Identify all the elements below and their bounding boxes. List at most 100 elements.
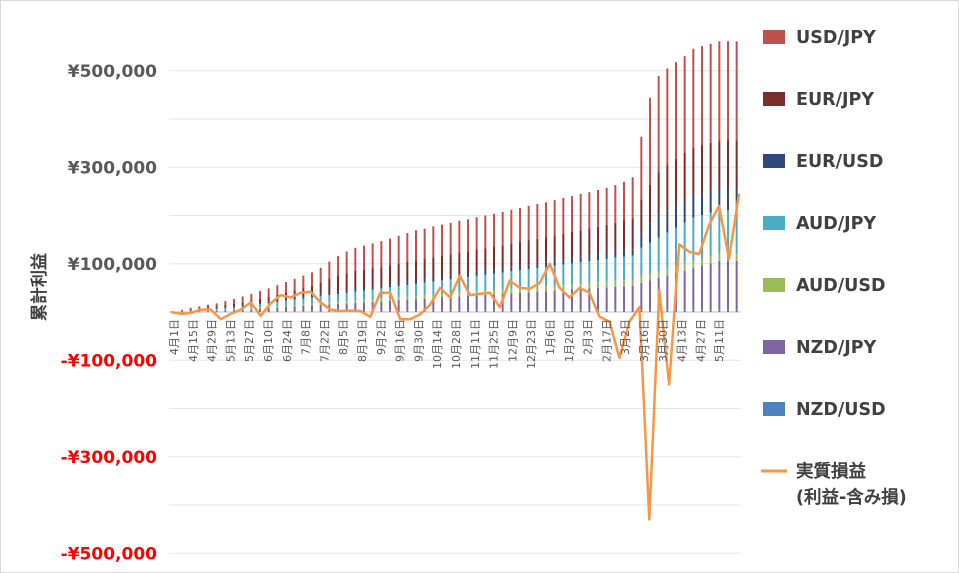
- bar-segment: [475, 310, 478, 312]
- bar-segment: [285, 305, 287, 308]
- bar-segment: [207, 307, 209, 309]
- bar-segment: [666, 309, 669, 312]
- bar-segment: [406, 284, 409, 297]
- bar-segment: [631, 255, 634, 280]
- bar-segment: [328, 293, 331, 296]
- bar-segment: [605, 287, 608, 310]
- bar-segment: [510, 271, 513, 289]
- bar-segment: [267, 301, 270, 304]
- bar-segment: [571, 257, 573, 264]
- legend-label: NZD/JPY: [796, 338, 877, 358]
- y-tick-label: ¥100,000: [68, 255, 157, 275]
- bar-segment: [623, 256, 625, 281]
- bar-segment: [363, 269, 365, 289]
- bar-segment: [493, 310, 495, 312]
- bar-segment: [623, 286, 625, 310]
- bar-segment: [311, 295, 313, 298]
- bar-segment: [579, 193, 582, 231]
- bar-segment: [614, 257, 617, 281]
- bar-segment: [224, 311, 227, 313]
- bar-segment: [250, 305, 253, 309]
- bar-segment: [224, 307, 227, 309]
- bar-segment: [666, 165, 669, 211]
- bar-segment: [553, 309, 556, 312]
- legend-label: EUR/JPY: [796, 90, 874, 110]
- bar-segment: [458, 310, 461, 312]
- bar-segment: [675, 158, 677, 206]
- bar-segment: [536, 286, 539, 292]
- bar-segment: [406, 296, 409, 300]
- bar-segment: [449, 279, 452, 294]
- bar-segment: [406, 310, 409, 312]
- x-tick-label: 11月11日: [469, 319, 482, 369]
- bar-segment: [493, 246, 495, 270]
- bar-segment: [233, 298, 235, 304]
- y-tick-label: ¥300,000: [68, 158, 157, 178]
- bar-segment: [441, 255, 443, 277]
- x-tick-label: 9月30日: [412, 319, 425, 362]
- bar-segment: [727, 188, 729, 211]
- bar-segment: [519, 265, 521, 271]
- x-tick-label: 4月15日: [187, 319, 200, 362]
- bar-segment: [588, 288, 591, 310]
- bar-segment: [735, 253, 738, 261]
- bar-segment: [666, 68, 669, 166]
- bar-segment: [519, 292, 521, 311]
- bar-segment: [614, 286, 617, 310]
- bar-segment: [701, 258, 703, 266]
- bar-segment: [493, 273, 495, 290]
- bar-segment: [475, 249, 478, 272]
- legend-swatch: [763, 278, 785, 292]
- bar-segment: [510, 243, 513, 267]
- bar-segment: [189, 310, 192, 312]
- bar-segment: [475, 217, 478, 250]
- bar-segment: [675, 309, 677, 312]
- bar-segment: [328, 311, 331, 312]
- bar-segment: [571, 289, 573, 310]
- bar-segment: [328, 302, 331, 305]
- bar-segment: [562, 290, 565, 310]
- bar-segment: [302, 311, 305, 312]
- bar-segment: [415, 299, 417, 311]
- bar-segment: [675, 205, 677, 228]
- bar-segment: [588, 282, 591, 289]
- x-tick-label: 8月19日: [356, 319, 369, 362]
- bar-segment: [259, 291, 261, 299]
- bar-segment: [640, 233, 643, 248]
- x-tick-label: 12月23日: [525, 319, 538, 369]
- bar-segment: [302, 304, 305, 307]
- bar-segment: [449, 222, 452, 255]
- x-tick-label: 7月22日: [318, 319, 331, 362]
- bar-segment: [536, 309, 539, 312]
- bar-segment: [397, 310, 400, 312]
- bar-segment: [189, 311, 192, 312]
- bar-segment: [406, 233, 409, 263]
- bar-segment: [415, 283, 417, 296]
- y-tick-label: -¥300,000: [61, 448, 157, 468]
- bar-segment: [423, 279, 426, 283]
- bar-segment: [631, 249, 634, 256]
- bar-segment: [475, 275, 478, 292]
- bar-segment: [233, 310, 235, 312]
- bar-segment: [276, 285, 279, 295]
- bar-segment: [649, 309, 651, 312]
- bar-segment: [181, 311, 183, 313]
- bar-segment: [389, 297, 391, 301]
- bar-segment: [250, 308, 253, 310]
- bar-segment: [311, 297, 313, 304]
- bar-segment: [233, 303, 235, 307]
- bar-segment: [562, 233, 565, 260]
- bar-segment: [389, 284, 391, 288]
- bar-segment: [371, 243, 374, 269]
- bar-segment: [449, 310, 452, 312]
- bar-segment: [207, 304, 209, 308]
- bar-segment: [311, 303, 313, 306]
- bar-segment: [319, 296, 322, 304]
- bar-segment: [293, 311, 296, 312]
- bar-segment: [562, 264, 565, 285]
- bar-segment: [302, 275, 305, 289]
- bar-segment: [311, 311, 313, 312]
- bar-segment: [727, 210, 729, 254]
- bar-segment: [449, 275, 452, 280]
